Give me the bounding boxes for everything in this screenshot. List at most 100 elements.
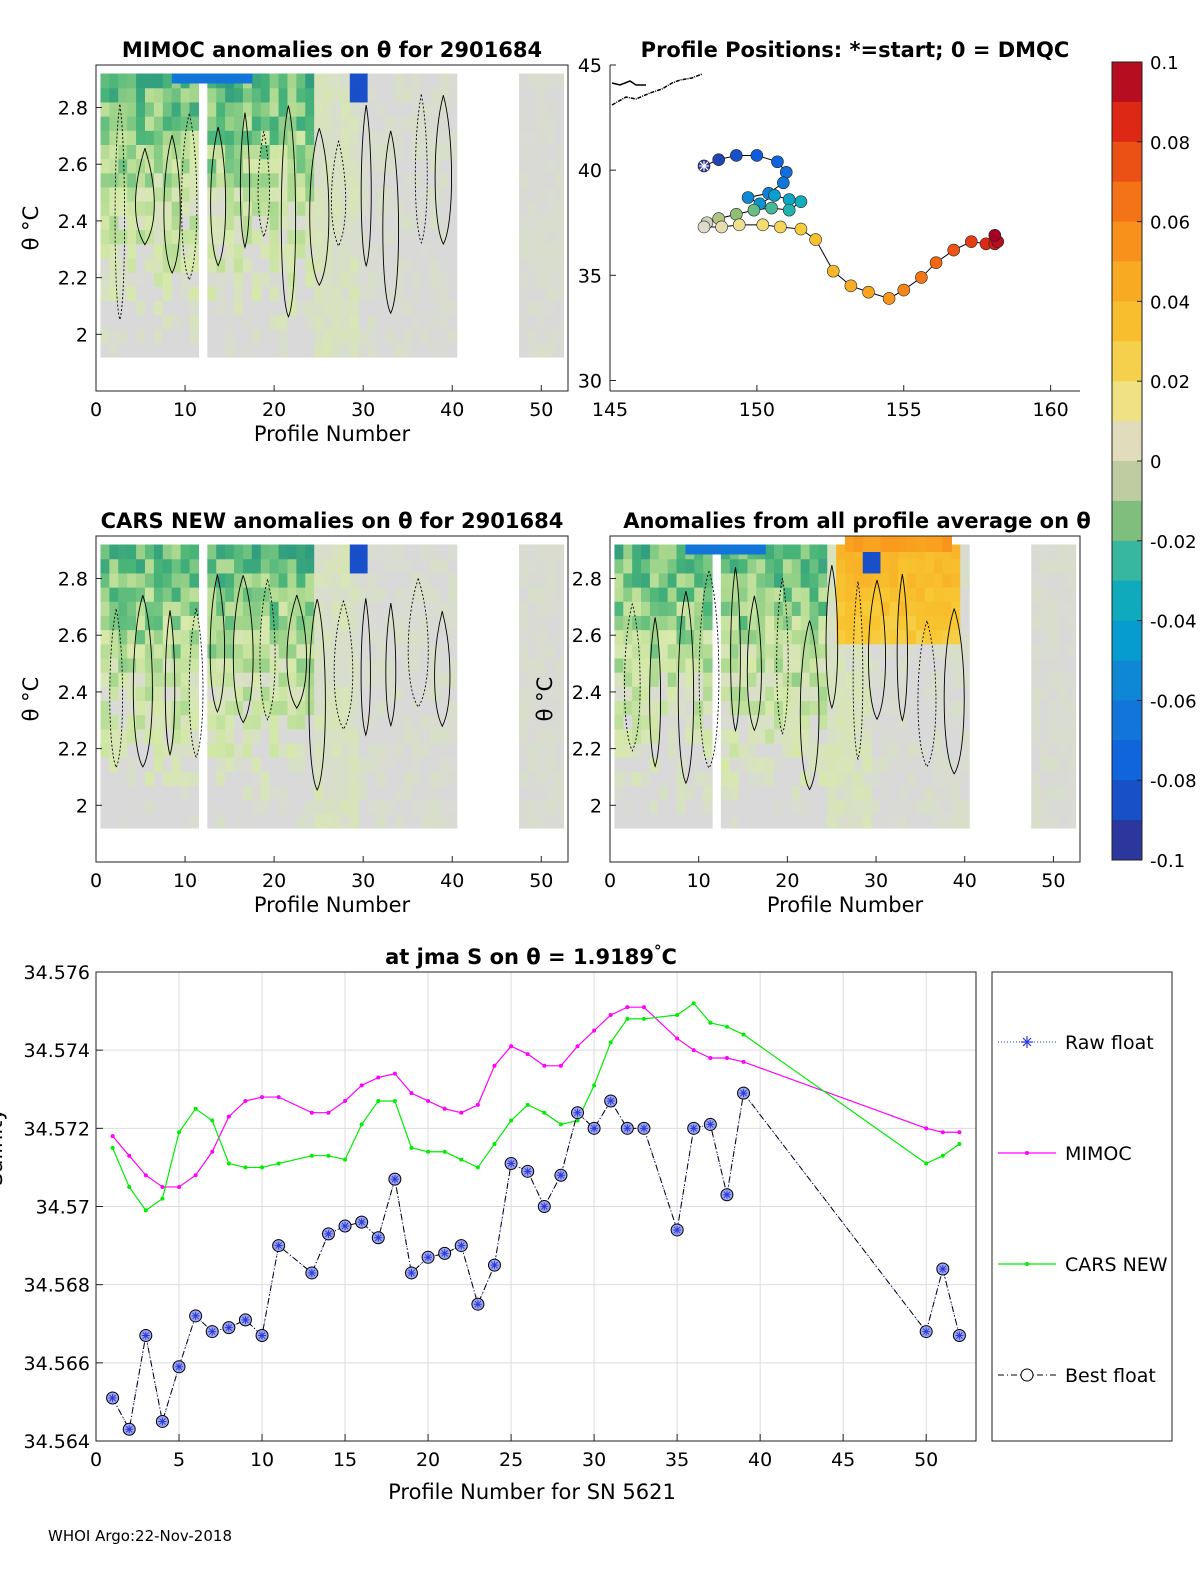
heatmap-cell bbox=[412, 186, 422, 202]
heatmap-cell bbox=[800, 615, 811, 631]
heatmap-cell bbox=[447, 257, 458, 273]
raw-float-star bbox=[390, 1175, 399, 1184]
heatmap-cell bbox=[685, 572, 695, 588]
heatmap-cell bbox=[818, 572, 828, 588]
heatmap-cell bbox=[527, 172, 538, 188]
heatmap-cell bbox=[720, 572, 731, 588]
heatmap-cell bbox=[889, 728, 899, 744]
heatmap-cell bbox=[545, 657, 556, 673]
heatmap-cell bbox=[162, 271, 173, 287]
heatmap-cell bbox=[729, 714, 740, 730]
heatmap-cell bbox=[403, 300, 413, 316]
heatmap-cell bbox=[623, 544, 633, 560]
heatmap-cell bbox=[1066, 572, 1077, 588]
heatmap-cell bbox=[278, 314, 289, 330]
heatmap-cell bbox=[358, 700, 369, 716]
heatmap-cell bbox=[109, 643, 119, 659]
y-tick-label: 40 bbox=[578, 160, 602, 182]
profile-marker bbox=[794, 222, 808, 236]
heatmap-cell bbox=[287, 328, 297, 344]
heatmap-cell bbox=[242, 657, 253, 673]
heatmap-cell bbox=[349, 785, 360, 801]
heatmap-cell bbox=[774, 544, 784, 560]
heatmap-cell bbox=[340, 587, 351, 602]
heatmap-cell bbox=[942, 629, 953, 645]
heatmap-cell bbox=[676, 601, 686, 616]
heatmap-cell bbox=[447, 158, 458, 174]
heatmap-cell bbox=[774, 558, 784, 574]
heatmap-cell bbox=[853, 813, 864, 829]
heatmap-cell bbox=[519, 73, 529, 89]
heatmap-cell bbox=[729, 728, 740, 744]
heatmap-cell bbox=[845, 742, 855, 758]
heatmap-cell bbox=[889, 799, 899, 815]
contour-line bbox=[825, 565, 839, 710]
heatmap-cell bbox=[251, 629, 262, 645]
heatmap-cell bbox=[109, 328, 119, 344]
heatmap-cell bbox=[1066, 587, 1077, 602]
heatmap-cell bbox=[889, 757, 899, 772]
heatmap-cell bbox=[960, 799, 970, 815]
heatmap-cell bbox=[951, 629, 961, 645]
heatmap-cell bbox=[685, 558, 695, 574]
heatmap-cell bbox=[234, 130, 244, 145]
heatmap-cell bbox=[118, 257, 128, 273]
heatmap-cell bbox=[216, 643, 226, 659]
heatmap-cell bbox=[127, 186, 137, 202]
heatmap-cell bbox=[260, 799, 271, 815]
heatmap-cell bbox=[889, 700, 899, 716]
heatmap-cell bbox=[809, 757, 819, 772]
raw-float-star bbox=[507, 1159, 516, 1168]
heatmap-cell bbox=[260, 757, 271, 772]
heatmap-cell bbox=[251, 544, 262, 560]
heatmap-cell bbox=[153, 672, 164, 687]
heatmap-cell bbox=[207, 271, 217, 287]
heatmap-cell bbox=[403, 286, 413, 301]
heatmap-cell bbox=[933, 657, 944, 673]
heatmap-cell bbox=[853, 629, 864, 645]
profile-marker bbox=[782, 193, 796, 206]
heatmap-cell bbox=[747, 714, 757, 730]
heatmap-cell bbox=[144, 714, 155, 730]
heatmap-cell bbox=[667, 572, 678, 588]
heatmap-cell bbox=[340, 757, 351, 772]
heatmap-cell bbox=[403, 629, 413, 645]
heatmap-cell bbox=[782, 785, 793, 801]
heatmap-cell bbox=[171, 186, 182, 202]
heatmap-cell bbox=[162, 130, 173, 145]
heatmap-cell bbox=[818, 544, 828, 560]
x-tick-label: 40 bbox=[440, 399, 464, 421]
heatmap-cell bbox=[162, 186, 173, 202]
heatmap-cell bbox=[269, 587, 280, 602]
heatmap-cell bbox=[323, 643, 333, 659]
heatmap-cell bbox=[394, 771, 404, 787]
heatmap-cell bbox=[367, 686, 378, 702]
heatmap-cell bbox=[153, 785, 164, 801]
contour-line bbox=[746, 595, 762, 732]
heatmap-cell bbox=[251, 601, 262, 616]
heatmap-cell bbox=[438, 201, 449, 216]
heatmap-cell bbox=[782, 813, 793, 829]
heatmap-cell bbox=[136, 328, 146, 344]
heatmap-cell bbox=[951, 714, 961, 730]
heatmap-cell bbox=[314, 172, 324, 188]
heatmap-cell bbox=[118, 587, 128, 602]
heatmap-cell bbox=[641, 615, 651, 631]
heatmap-cell bbox=[632, 799, 642, 815]
heatmap-cell bbox=[349, 686, 360, 702]
heatmap-cell bbox=[189, 629, 200, 645]
legend-box bbox=[991, 971, 1173, 1442]
heatmap-cell bbox=[153, 229, 164, 245]
heatmap-cell bbox=[225, 243, 235, 259]
heatmap-cell bbox=[136, 87, 146, 103]
heatmap-cell bbox=[332, 144, 342, 160]
heatmap-cell bbox=[756, 615, 766, 631]
heatmap-cell bbox=[376, 300, 387, 316]
heatmap-cell bbox=[898, 536, 908, 552]
heatmap-cell bbox=[421, 544, 431, 560]
colorbar-tick-label: 0.04 bbox=[1150, 292, 1190, 313]
colorbar-tick-label: -0.02 bbox=[1150, 532, 1197, 553]
heatmap-cell bbox=[225, 201, 235, 216]
heatmap-cell bbox=[924, 813, 935, 829]
contour-line bbox=[181, 113, 198, 281]
